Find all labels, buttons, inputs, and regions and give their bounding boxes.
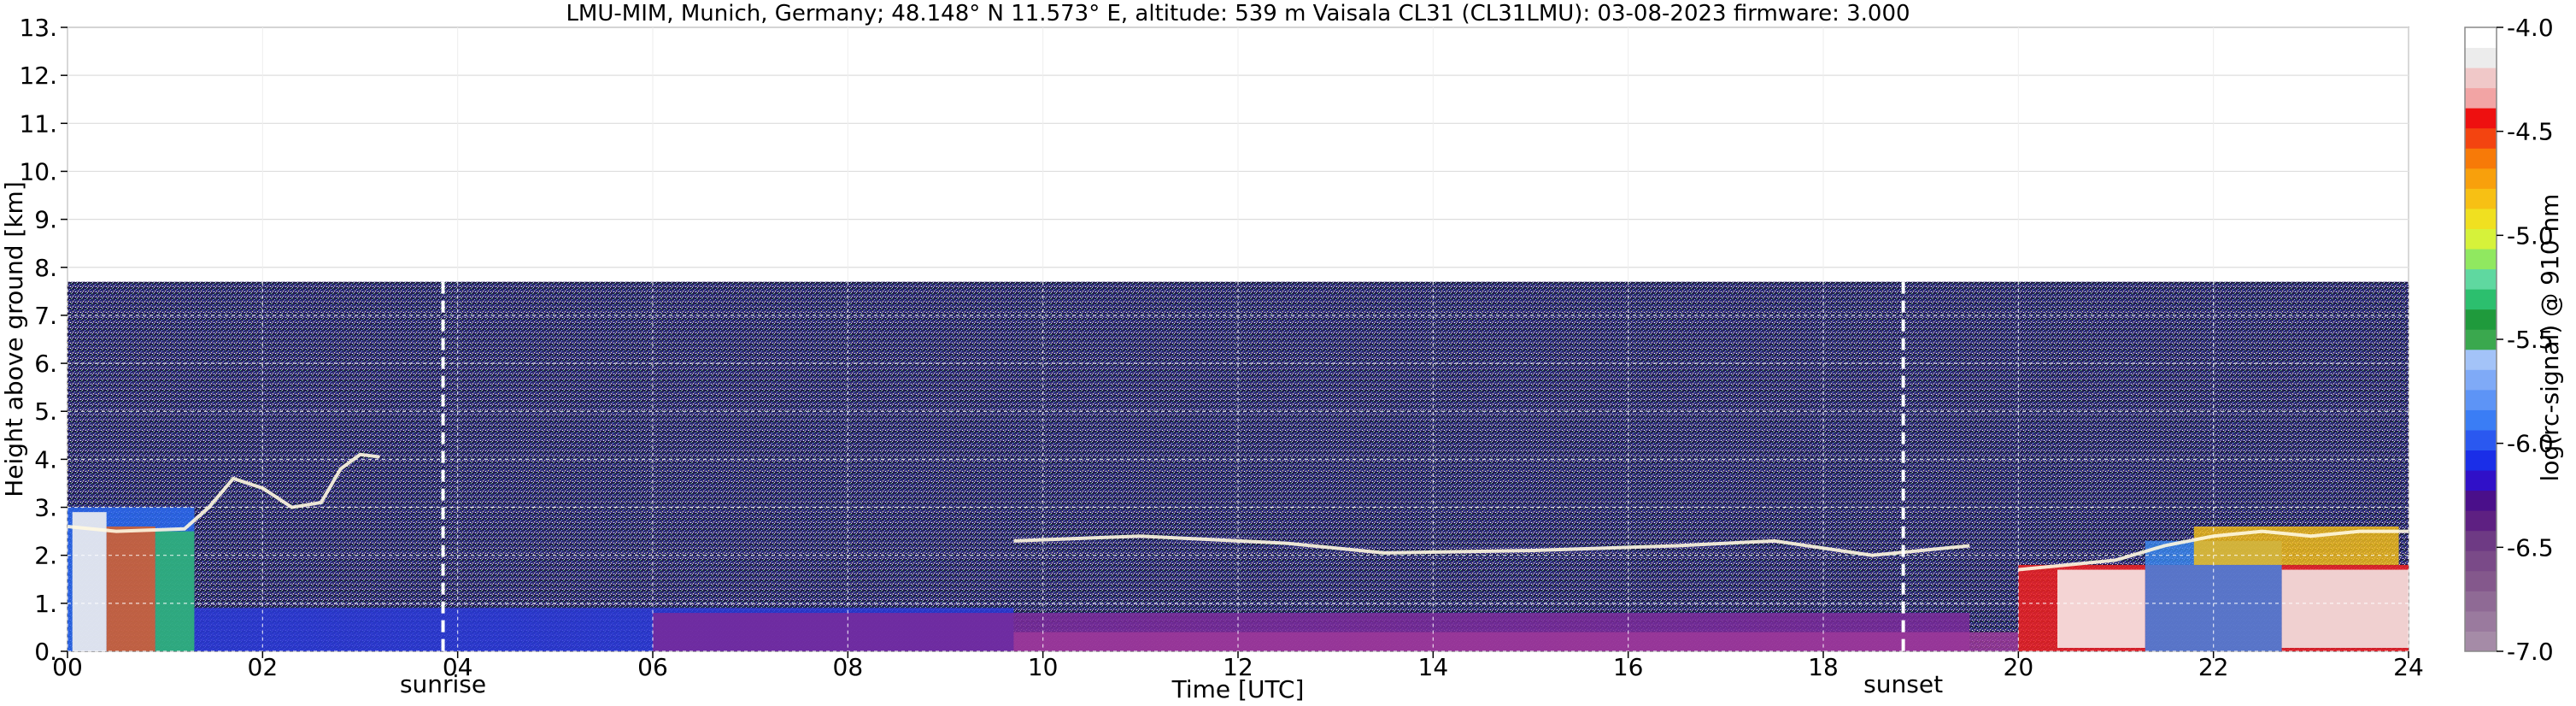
y-tick-label: 8. <box>34 254 57 282</box>
colorbar-tick-label: -6.0 <box>2507 430 2554 458</box>
colorbar-swatch <box>2465 570 2497 591</box>
y-tick-label: 3. <box>34 494 57 522</box>
x-tick-label: 14 <box>1418 653 1449 681</box>
colorbar-tick-label: -4.5 <box>2507 118 2554 146</box>
colorbar-swatch <box>2465 87 2497 109</box>
y-axis-label: Height above ground [km] <box>0 181 28 497</box>
colorbar-swatch <box>2465 591 2497 612</box>
y-tick-label: 1. <box>34 590 57 618</box>
colorbar-swatch <box>2465 389 2497 410</box>
x-tick-label: 00 <box>52 653 83 681</box>
colorbar-swatch <box>2465 450 2497 471</box>
colorbar-swatch <box>2465 409 2497 431</box>
colorbar-swatch <box>2465 27 2497 49</box>
colorbar-swatch <box>2465 490 2497 511</box>
sun-markers: sunrise sunset <box>400 281 1943 698</box>
x-tick-label: 18 <box>1808 653 1839 681</box>
colorbar-swatch <box>2465 510 2497 532</box>
colorbar-swatch <box>2465 349 2497 370</box>
surface-layer <box>1013 632 2019 651</box>
y-tick-label: 7. <box>34 302 57 330</box>
grid-lines <box>67 26 2409 652</box>
colorbar: -7.0 -6.5 -6.0 -5.5 -5.0 -4.5 -4.0 <box>2464 14 2554 666</box>
colorbar-swatch <box>2465 108 2497 129</box>
colorbar-swatch <box>2465 188 2497 209</box>
colorbar-label: log(rc-signal) @ 910 nm <box>2536 194 2564 482</box>
colorbar-tick-label: -5.5 <box>2507 326 2554 354</box>
y-tick-label: 12. <box>19 62 57 90</box>
cloud-layer-line <box>67 452 380 533</box>
colorbar-tick-label: -5.0 <box>2507 221 2554 250</box>
colorbar-tick-label: -7.0 <box>2507 638 2554 666</box>
colorbar-swatch <box>2465 610 2497 632</box>
x-tick-label: 04 <box>443 653 473 681</box>
colorbar-swatch <box>2465 309 2497 330</box>
sunset-label: sunset <box>1863 670 1943 698</box>
morning-cloud-core <box>72 512 107 651</box>
y-tick-label: 9. <box>34 206 57 234</box>
colorbar-swatch <box>2465 329 2497 350</box>
y-tick-label: 5. <box>34 397 57 426</box>
colorbar-swatch <box>2465 470 2497 491</box>
x-tick-label: 06 <box>637 653 668 681</box>
colorbar-tick-label: -6.5 <box>2507 533 2554 562</box>
night-cloud-core-1 <box>2057 569 2145 648</box>
colorbar-swatch <box>2465 631 2497 652</box>
colorbar-swatch <box>2465 268 2497 290</box>
colorbar-swatch <box>2465 429 2497 451</box>
y-tick-label: 0. <box>34 638 57 666</box>
colorbar-swatch <box>2465 228 2497 250</box>
colorbar-swatch <box>2465 550 2497 572</box>
colorbar-tick-label: -4.0 <box>2507 14 2554 42</box>
y-tick-label: 11. <box>19 109 57 138</box>
y-tick-label: 6. <box>34 350 57 378</box>
colorbar-swatch <box>2465 289 2497 310</box>
chart-title: LMU-MIM, Munich, Germany; 48.148° N 11.5… <box>566 1 1910 26</box>
x-tick-label: 02 <box>248 653 279 681</box>
residual-layer-line <box>1013 534 1970 557</box>
sunrise-label: sunrise <box>400 670 486 698</box>
y-tick-label: 13. <box>19 14 57 42</box>
x-tick-label: 12 <box>1223 653 1253 681</box>
colorbar-swatch <box>2465 530 2497 551</box>
x-axis-label: Time [UTC] <box>1171 675 1305 703</box>
y-tick-label: 10. <box>19 157 57 185</box>
x-tick-label: 16 <box>1613 653 1644 681</box>
colorbar-swatch <box>2465 369 2497 391</box>
x-tick-label: 24 <box>2393 653 2424 681</box>
colorbar-swatch <box>2465 168 2497 189</box>
morning-cloud-edge <box>155 531 195 651</box>
x-tick-label: 22 <box>2198 653 2229 681</box>
x-tick-label: 08 <box>833 653 864 681</box>
x-axis-ticks: 00 02 04 06 08 10 12 14 16 18 20 22 24 <box>52 651 2424 681</box>
y-tick-label: 2. <box>34 542 57 570</box>
colorbar-swatch <box>2465 148 2497 169</box>
colorbar-swatch <box>2465 127 2497 149</box>
colorbar-swatch <box>2465 68 2497 89</box>
y-tick-label: 4. <box>34 445 57 474</box>
x-tick-label: 20 <box>2004 653 2034 681</box>
colorbar-swatch <box>2465 208 2497 229</box>
night-layer-line <box>2018 529 2409 572</box>
colorbar-swatch <box>2465 249 2497 270</box>
aerosol-layer-traces <box>67 452 2409 572</box>
colorbar-swatch <box>2465 47 2497 68</box>
night-cloud-core-2 <box>2281 569 2409 648</box>
morning-cloud-mid <box>106 527 155 651</box>
y-axis-ticks: 0. 1. 2. 3. 4. 5. 6. 7. 8. 9. 10. 11. 12. 13. <box>19 14 67 666</box>
x-tick-label: 10 <box>1028 653 1059 681</box>
